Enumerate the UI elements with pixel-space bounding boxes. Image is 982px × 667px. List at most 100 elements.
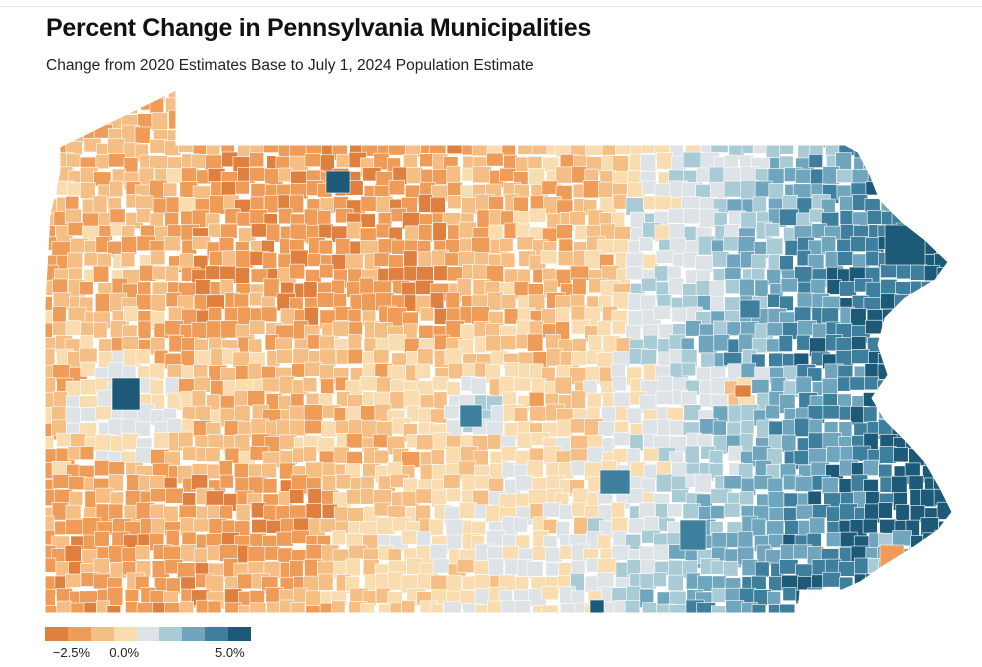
municipality-cell	[556, 126, 572, 141]
municipality-cell	[193, 376, 211, 393]
municipality-cell	[740, 615, 755, 631]
municipality-cell	[895, 504, 910, 523]
municipality-cell	[277, 90, 296, 101]
municipality-cell	[488, 477, 504, 494]
municipality-cell	[864, 99, 878, 115]
municipality-cell	[308, 90, 328, 102]
municipality-cell	[796, 334, 811, 351]
municipality-cell	[419, 153, 434, 167]
municipality-cell	[541, 604, 559, 613]
municipality-cell	[793, 111, 811, 127]
municipality-cell	[165, 487, 184, 504]
municipality-cell	[65, 406, 81, 426]
municipality-cell	[486, 152, 504, 167]
municipality-cell	[193, 364, 209, 379]
municipality-cell	[109, 180, 124, 198]
municipality-cell	[938, 447, 952, 462]
municipality-cell	[499, 238, 514, 252]
municipality-cell	[922, 199, 941, 214]
municipality-cell	[597, 320, 612, 337]
municipality-cell	[462, 97, 482, 116]
municipality-cell	[502, 391, 517, 406]
municipality-cell	[613, 123, 628, 140]
municipality-cell	[725, 278, 741, 294]
municipality-cell	[164, 602, 182, 613]
municipality-cell	[108, 503, 124, 521]
municipality-cell	[417, 348, 434, 366]
municipality-cell	[415, 488, 434, 504]
municipality-cell	[953, 535, 966, 551]
municipality-cell	[163, 236, 181, 252]
municipality-cell	[501, 115, 516, 133]
municipality-cell	[433, 265, 449, 281]
municipality-cell	[655, 473, 674, 493]
municipality-cell	[850, 236, 868, 253]
municipality-cell	[431, 90, 448, 106]
municipality-cell	[433, 114, 450, 133]
municipality-cell	[488, 124, 509, 144]
municipality-cell	[820, 236, 836, 254]
municipality-cell	[528, 208, 547, 223]
municipality-cell	[683, 208, 701, 224]
municipality-cell	[446, 615, 461, 628]
municipality-cell	[137, 281, 152, 296]
municipality-cell	[124, 90, 140, 103]
municipality-cell	[918, 222, 937, 240]
municipality-cell	[364, 99, 380, 115]
municipality-cell	[515, 475, 534, 492]
municipality-cell	[45, 115, 56, 134]
municipality-cell	[317, 90, 337, 102]
municipality-cell	[642, 602, 658, 613]
municipality-cell	[403, 250, 418, 268]
municipality-cell	[304, 419, 324, 435]
municipality-cell	[880, 264, 899, 278]
municipality-cell	[52, 278, 68, 295]
municipality-cell	[109, 208, 126, 225]
municipality-cell	[726, 321, 741, 336]
municipality-cell	[420, 307, 434, 322]
municipality-cell	[723, 561, 739, 577]
municipality-cell	[739, 278, 755, 299]
municipality-cell	[263, 138, 280, 153]
municipality-cell	[810, 113, 826, 132]
municipality-cell	[429, 292, 445, 309]
municipality-cell	[250, 223, 267, 238]
legend-tick-min: −2.5%	[52, 645, 91, 660]
municipality-cell	[838, 616, 853, 635]
municipality-cell	[540, 250, 558, 265]
municipality-cell	[797, 90, 813, 103]
municipality-cell	[545, 97, 561, 115]
municipality-cell	[629, 434, 644, 452]
municipality-cell	[669, 617, 686, 633]
municipality-cell	[191, 90, 208, 100]
municipality-cell	[237, 128, 252, 146]
municipality-cell	[473, 619, 489, 637]
municipality-cell	[360, 213, 376, 228]
municipality-cell	[472, 166, 492, 184]
municipality-cell	[585, 141, 605, 156]
municipality-cell	[45, 171, 56, 187]
municipality-cell	[640, 154, 656, 174]
municipality-cell	[797, 600, 817, 613]
municipality-cell	[376, 115, 391, 133]
municipality-cell	[501, 90, 520, 104]
municipality-cell	[248, 113, 263, 128]
municipality-cell	[626, 96, 645, 111]
municipality-cell	[456, 558, 475, 574]
municipality-cell	[950, 265, 952, 285]
municipality-cell	[840, 99, 857, 118]
municipality-cell	[559, 503, 574, 520]
municipality-cell	[446, 90, 463, 98]
municipality-cell	[261, 462, 277, 479]
municipality-cell	[868, 126, 886, 145]
municipality-cell	[428, 140, 447, 155]
legend-swatch	[90, 627, 114, 641]
municipality-cell	[908, 475, 924, 491]
municipality-cell	[45, 97, 54, 116]
municipality-cell	[768, 183, 784, 200]
municipality-cell	[953, 408, 972, 424]
municipality-cell	[149, 379, 164, 396]
municipality-cell	[807, 96, 827, 115]
municipality-cell	[79, 281, 94, 296]
municipality-cell	[653, 99, 672, 119]
